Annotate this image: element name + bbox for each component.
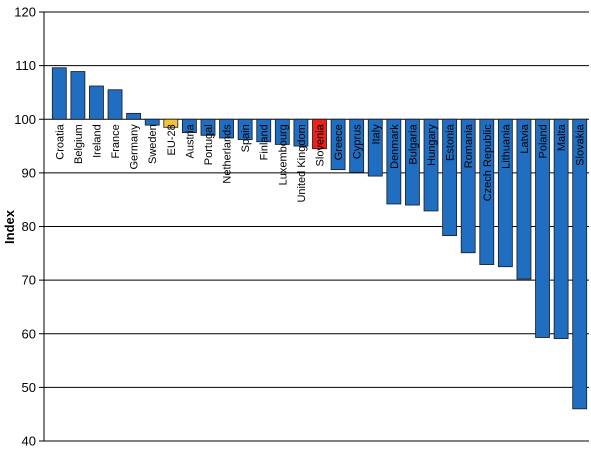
y-tick-label: 120	[14, 5, 36, 20]
category-label: Slovenia	[315, 123, 327, 166]
category-label: EU-28	[166, 124, 178, 155]
bar	[423, 118, 439, 212]
category-label: Italy	[370, 124, 382, 145]
category-label: Poland	[538, 124, 550, 158]
bar	[89, 85, 104, 120]
category-label: Greece	[333, 124, 345, 160]
category-label: Denmark	[389, 124, 401, 169]
bar	[200, 118, 216, 136]
bar	[51, 67, 67, 120]
category-label: Spain	[240, 124, 252, 152]
category-label: Netherlands	[222, 124, 234, 184]
bar	[144, 118, 160, 126]
bar	[386, 118, 402, 205]
category-label: Finland	[259, 124, 271, 160]
category-label: Lithuania	[500, 123, 512, 169]
bar	[553, 118, 569, 339]
category-label: Bulgaria	[407, 123, 419, 164]
category-label: Czech Republic	[482, 124, 494, 202]
category-label: Ireland	[91, 124, 103, 158]
y-tick-label: 110	[15, 58, 36, 73]
category-label: Sweden	[147, 124, 159, 164]
bar	[516, 118, 532, 280]
category-label: Romania	[463, 123, 475, 168]
bar	[126, 112, 142, 120]
category-label: Slovakia	[575, 123, 587, 165]
bar	[479, 118, 495, 265]
category-label: Latvia	[519, 123, 531, 153]
category-label: United Kingdom	[296, 124, 308, 202]
category-label: Cyprus	[352, 124, 364, 159]
bar	[237, 118, 253, 141]
y-axis-title: Index	[2, 209, 17, 244]
bar	[274, 118, 290, 145]
category-label: Luxembourg	[277, 124, 289, 185]
bar	[181, 118, 197, 134]
category-label: France	[110, 124, 122, 158]
category-label: Hungary	[426, 124, 438, 166]
bar	[219, 118, 234, 139]
category-labels: Croatia Belgium Ireland France Germany Sweden…	[54, 123, 586, 202]
y-tick-labels: 40 50 60 70 80 90 100 110 120	[14, 5, 44, 449]
category-label: Austria	[184, 123, 196, 158]
bar	[107, 89, 123, 120]
bar	[535, 118, 550, 338]
bar	[163, 118, 179, 128]
y-tick-label: 40	[22, 434, 36, 449]
bar	[312, 118, 327, 150]
bar	[256, 118, 272, 143]
y-tick-label: 50	[22, 380, 36, 395]
bar	[460, 118, 476, 254]
bar	[367, 118, 383, 177]
category-label: Germany	[129, 124, 141, 170]
bar	[330, 118, 346, 171]
bar	[70, 71, 86, 120]
category-label: Portugal	[203, 124, 215, 165]
category-label: Estonia	[445, 123, 457, 161]
y-tick-label: 100	[14, 112, 36, 127]
category-label: Belgium	[73, 124, 85, 164]
y-tick-label: 80	[22, 219, 36, 234]
bar	[405, 118, 420, 206]
category-label: Malta	[556, 123, 568, 151]
bar	[349, 118, 365, 173]
y-tick-label: 60	[22, 326, 36, 341]
y-tick-label: 90	[22, 165, 36, 180]
bar	[293, 118, 309, 147]
bars	[51, 67, 588, 410]
category-label: Croatia	[54, 123, 66, 159]
bar	[572, 118, 588, 410]
bar	[497, 118, 513, 268]
bar	[442, 118, 458, 237]
y-tick-label: 70	[22, 273, 36, 288]
